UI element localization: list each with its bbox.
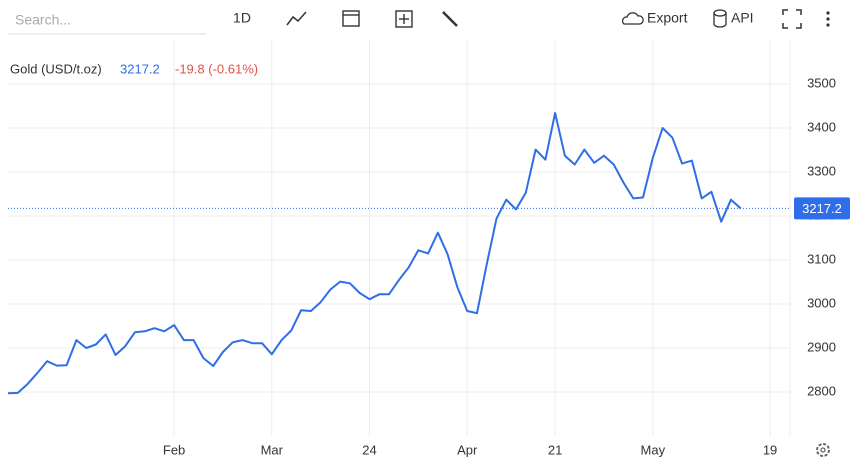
export-icon[interactable] — [622, 12, 644, 25]
last-value-label: 3217.2 — [802, 201, 842, 216]
series-title: Gold (USD/t.oz) — [10, 61, 102, 76]
last-value-tag — [794, 197, 850, 220]
calendar-icon[interactable] — [342, 10, 360, 27]
legend: Gold (USD/t.oz) 3217.2 -19.8 (-0.61%) — [10, 61, 258, 76]
y-tick-label: 3100 — [807, 251, 836, 266]
tools-icon[interactable] — [442, 11, 458, 27]
search-box[interactable]: Search... — [15, 12, 71, 28]
y-tick-label: 3300 — [807, 163, 836, 178]
menu-icon[interactable] — [826, 11, 830, 27]
add-icon[interactable] — [395, 10, 413, 28]
y-tick-label: 3500 — [807, 75, 836, 90]
y-tick-label: 2800 — [807, 383, 836, 398]
api-icon[interactable] — [713, 9, 727, 28]
chart-type-icon[interactable] — [286, 11, 307, 26]
x-tick-label: Feb — [163, 442, 185, 457]
price-line — [7, 112, 742, 395]
x-tick-label: 19 — [763, 442, 777, 457]
interval-button[interactable]: 1D — [233, 10, 251, 26]
x-tick-label: Apr — [457, 442, 478, 457]
settings-icon[interactable] — [816, 443, 830, 457]
x-tick-label: May — [641, 442, 666, 457]
change: -19.8 (-0.61%) — [175, 61, 258, 76]
y-tick-label: 3000 — [807, 295, 836, 310]
y-tick-label: 3400 — [807, 119, 836, 134]
x-tick-label: Mar — [261, 442, 284, 457]
fullscreen-icon[interactable] — [782, 9, 802, 29]
x-tick-label: 21 — [548, 442, 562, 457]
api-button[interactable]: API — [731, 10, 754, 26]
export-button[interactable]: Export — [647, 10, 688, 26]
y-tick-label: 2900 — [807, 339, 836, 354]
x-tick-label: 24 — [362, 442, 376, 457]
last-value: 3217.2 — [120, 61, 160, 76]
